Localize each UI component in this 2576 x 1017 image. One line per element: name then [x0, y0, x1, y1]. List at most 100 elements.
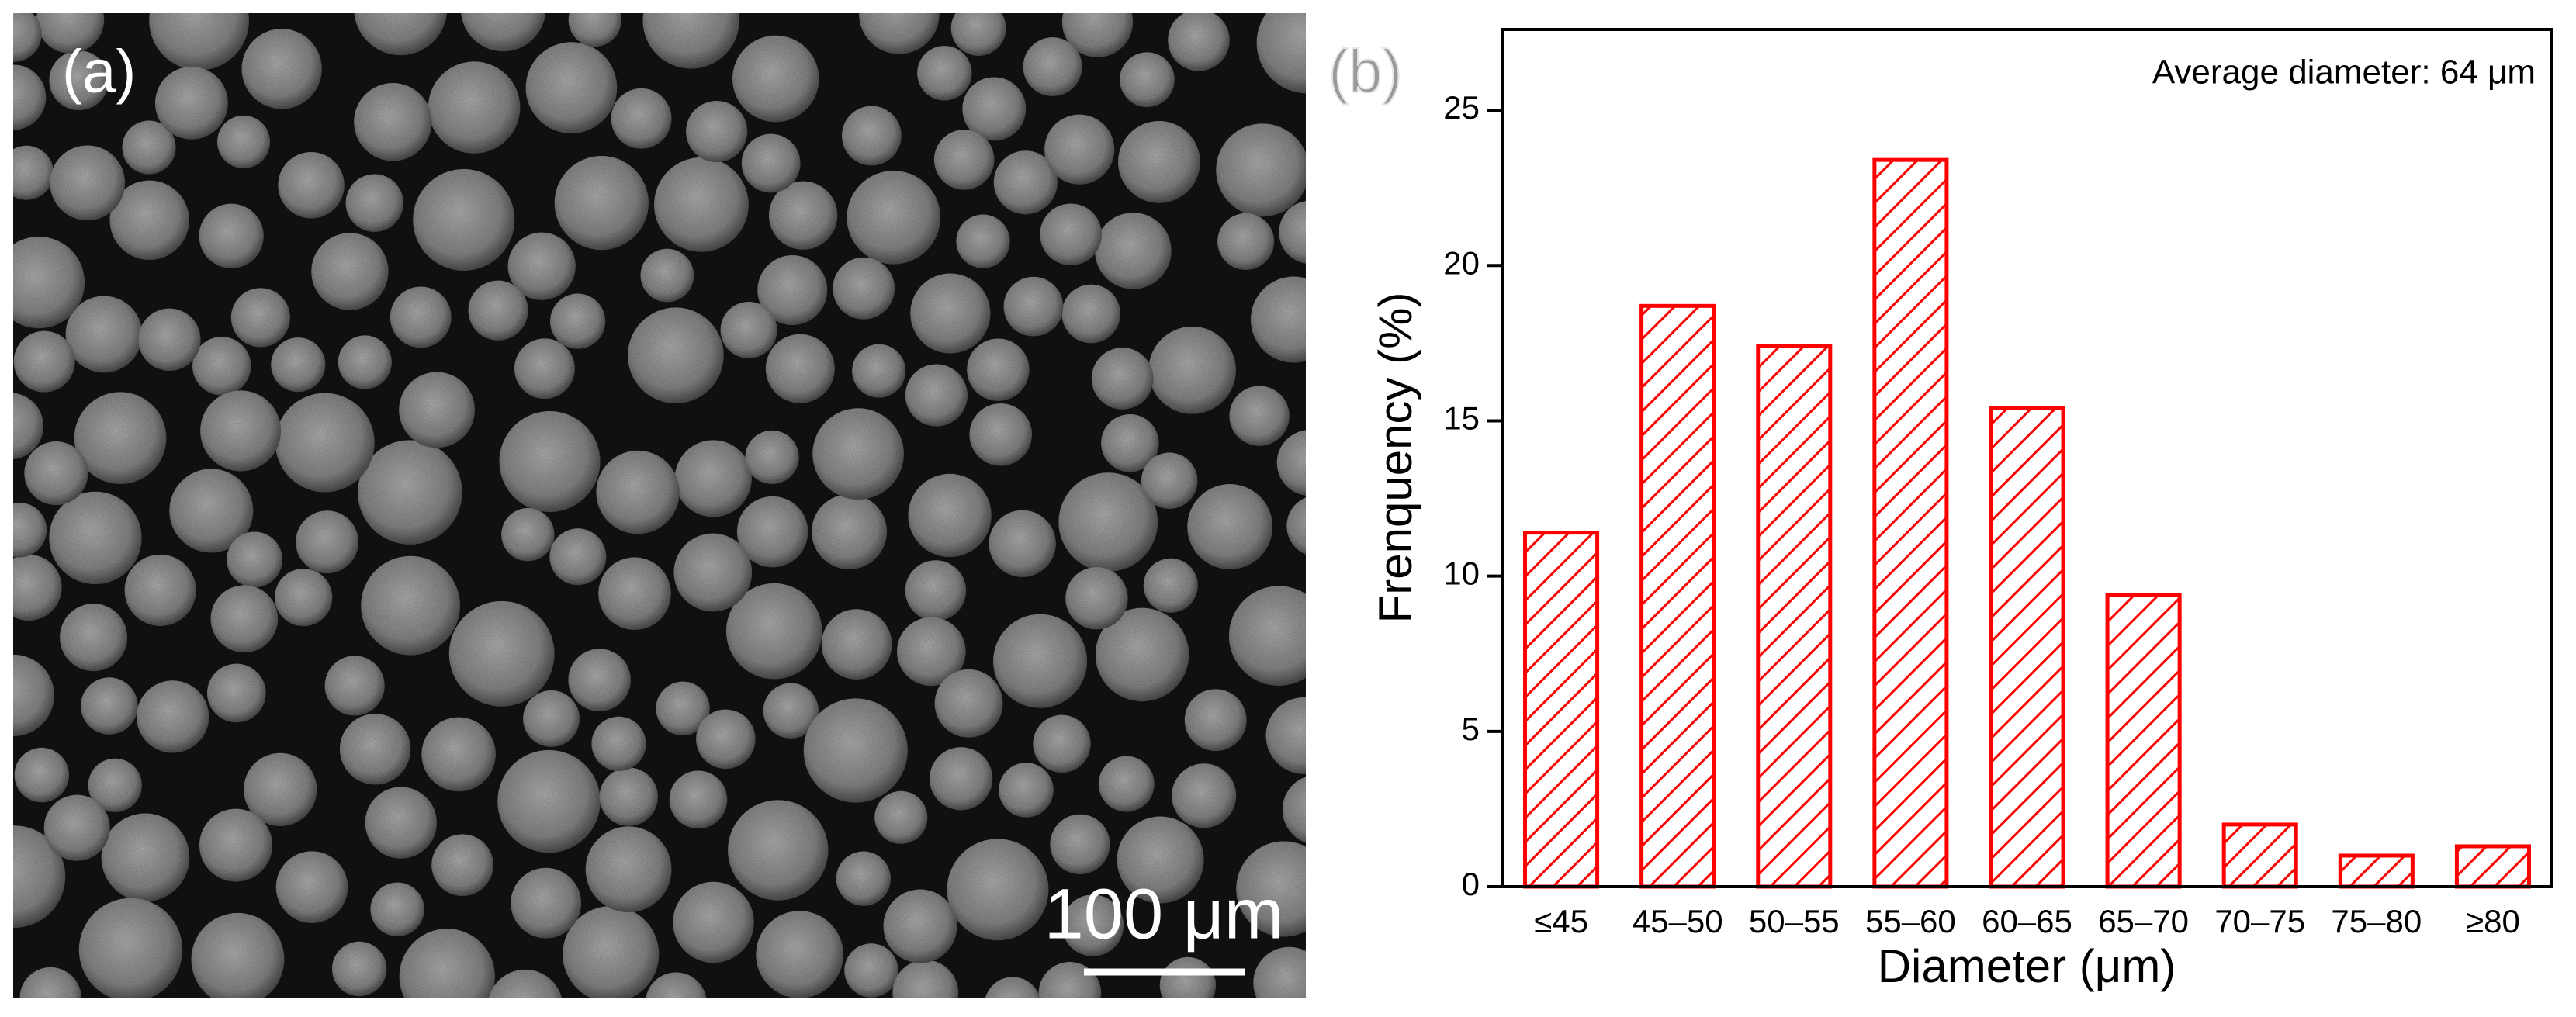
particle [361, 555, 461, 656]
particle [550, 293, 606, 349]
particle [200, 390, 282, 472]
particle [241, 29, 322, 109]
particle [1101, 414, 1159, 472]
particle [78, 898, 183, 998]
particle [461, 13, 546, 52]
particle [908, 473, 992, 558]
particle [339, 714, 411, 785]
particle [756, 911, 843, 998]
particle [49, 50, 109, 111]
y-tick-label: 25 [1443, 89, 1480, 126]
y-axis-title: Frenquency (%) [1369, 292, 1421, 624]
x-tick-label: 65–70 [2098, 903, 2189, 939]
particle [60, 604, 128, 672]
particle [1091, 348, 1154, 410]
particle [523, 690, 580, 747]
particle [1265, 697, 1306, 774]
particle [275, 569, 333, 627]
particle [13, 13, 42, 62]
particle [1061, 13, 1134, 57]
bar [2454, 844, 2531, 889]
particle [244, 752, 317, 826]
particle [985, 977, 1040, 998]
particle [525, 42, 618, 134]
particle [1217, 213, 1275, 270]
particle [122, 120, 176, 175]
particle [13, 64, 47, 130]
particle [1095, 607, 1189, 702]
particle [568, 649, 631, 711]
x-tick-label: ≤45 [1534, 903, 1588, 939]
particle [199, 808, 272, 882]
particle [1253, 946, 1306, 998]
particle [138, 308, 201, 371]
x-tick-label: 50–55 [1749, 903, 1840, 939]
particle [13, 502, 47, 558]
particle [1098, 756, 1155, 812]
particle [331, 941, 387, 997]
particle [803, 698, 908, 803]
particle [1256, 13, 1306, 94]
particle [1058, 472, 1158, 572]
particle [109, 180, 189, 261]
particle [554, 155, 649, 251]
particles [13, 13, 1306, 998]
particle [905, 560, 967, 621]
particle [956, 214, 1010, 268]
particle [745, 430, 799, 485]
particle [598, 557, 671, 631]
annotation: Average diameter: 64 μm [2152, 54, 2536, 92]
particle [1172, 763, 1237, 828]
particle [421, 717, 496, 792]
particle [1023, 37, 1082, 97]
particle [852, 344, 906, 398]
particle [841, 106, 902, 166]
particle [227, 531, 282, 588]
particle [993, 614, 1088, 708]
particle [892, 960, 959, 998]
particle [930, 747, 993, 811]
particle [720, 301, 777, 358]
particle [338, 335, 392, 389]
particle [1044, 114, 1115, 185]
particle [844, 943, 898, 998]
particle [324, 656, 385, 716]
particle [765, 334, 835, 403]
particle [1148, 326, 1236, 414]
particle [563, 906, 660, 998]
particle [833, 257, 895, 320]
y-tick-label: 20 [1443, 244, 1480, 281]
particle [413, 168, 515, 271]
particle [13, 330, 75, 393]
particle [596, 450, 680, 534]
particle [757, 255, 828, 326]
particle [13, 145, 54, 200]
particle [370, 882, 424, 936]
particle [1061, 284, 1121, 344]
particle [14, 747, 69, 803]
particle [585, 826, 672, 913]
particle [358, 440, 462, 545]
particle [136, 680, 209, 753]
particle [1184, 689, 1247, 752]
particle [36, 13, 105, 54]
particle [354, 83, 432, 161]
particle [728, 800, 829, 901]
particle [501, 507, 555, 562]
particle [19, 967, 81, 998]
particle [656, 681, 710, 735]
particle [431, 834, 493, 896]
particle [216, 115, 271, 168]
scale-bar-label: 100 μm [1044, 874, 1284, 953]
particle [646, 972, 707, 998]
particle [1228, 586, 1306, 686]
particle [271, 337, 326, 393]
particle [962, 77, 1027, 141]
particle [88, 758, 142, 812]
particle [514, 338, 575, 400]
particle [468, 280, 528, 341]
particle [50, 145, 126, 221]
bar [2338, 853, 2415, 889]
particle [1168, 13, 1230, 71]
